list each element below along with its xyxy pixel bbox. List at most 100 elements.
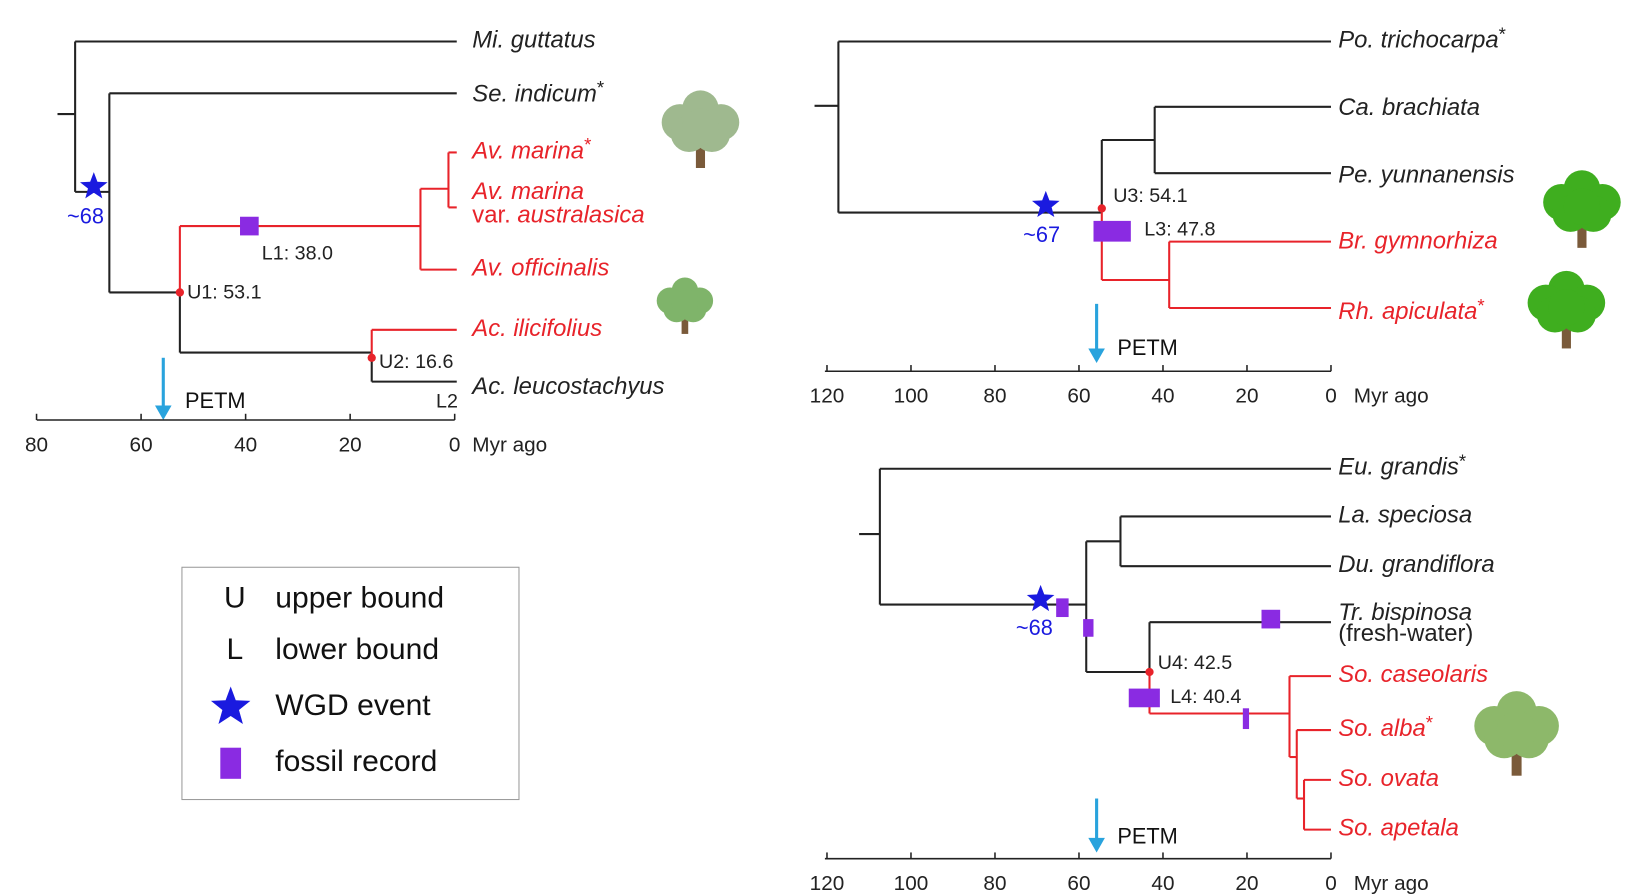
event-arrowhead <box>1088 348 1105 363</box>
taxon-name: La. speciosa <box>1338 502 1472 529</box>
tick-label: 60 <box>130 433 153 456</box>
tick-label: 100 <box>894 385 929 408</box>
taxon-mark: * <box>1477 295 1484 316</box>
taxon-mark: * <box>1499 23 1506 44</box>
legend-text: upper bound <box>275 581 444 614</box>
node-label: L1: 38.0 <box>262 242 333 264</box>
fossil-record <box>1056 598 1068 617</box>
fossil-record <box>1262 610 1281 629</box>
tick-label: 0 <box>449 433 461 456</box>
axis-unit: Myr ago <box>472 433 547 456</box>
taxon-variety: var. australasica <box>472 202 644 229</box>
fossil-record <box>1094 221 1131 242</box>
taxon-name: Av. marina <box>470 138 584 165</box>
figure: ~68U1: 53.1L1: 38.0U2: 16.6L2Mi. guttatu… <box>0 0 1627 896</box>
axis-unit: Myr ago <box>1354 385 1429 408</box>
legend-star <box>211 687 250 725</box>
taxon-name: Mi. guttatus <box>472 27 595 54</box>
fossil-record <box>240 217 259 236</box>
tree-crown <box>1497 711 1537 751</box>
event-label: PETM <box>1117 824 1177 849</box>
tree-crown <box>682 109 719 146</box>
taxon-name: Eu. grandis <box>1338 454 1459 481</box>
taxon-rank: var. <box>472 202 510 229</box>
taxon-label: So. ovata <box>1338 765 1439 792</box>
taxon-name: So. ovata <box>1338 765 1439 792</box>
taxon-name: Po. trichocarpa <box>1338 27 1498 54</box>
node-label: U1: 53.1 <box>187 282 261 304</box>
taxon-name: Av. officinalis <box>470 255 609 282</box>
tree-icon <box>1543 170 1621 248</box>
taxon-label: Rh. apiculata* <box>1338 295 1484 326</box>
taxon-label: Se. indicum* <box>472 77 604 108</box>
tick-label: 20 <box>1235 385 1258 408</box>
taxon-label: Du. grandiflora <box>1338 552 1494 579</box>
node-label: L3: 47.8 <box>1144 218 1215 240</box>
node-label: U2: 16.6 <box>379 351 453 373</box>
tick-label: 20 <box>339 433 362 456</box>
tick-label: 0 <box>1325 872 1337 895</box>
taxon-mark: * <box>584 134 591 155</box>
node-label: U4: 42.5 <box>1158 652 1232 674</box>
taxon-label: So. caseolaris <box>1338 661 1488 688</box>
tick-label: 80 <box>25 433 48 456</box>
tick-label: 40 <box>1151 385 1174 408</box>
taxon-label: Pe. yunnanensis <box>1338 162 1514 189</box>
event-label: PETM <box>1117 335 1177 360</box>
wgd-age: ~68 <box>67 204 104 229</box>
taxon-label: So. alba* <box>1338 712 1433 743</box>
tree-icon <box>1474 691 1559 776</box>
tree-icon <box>657 278 713 334</box>
event-arrowhead <box>1088 838 1105 853</box>
taxon-label: Eu. grandis* <box>1338 450 1466 481</box>
tick-label: 0 <box>1325 385 1337 408</box>
legend-symbol: L <box>226 633 243 666</box>
taxon-label: Av. marina* <box>470 134 591 165</box>
taxon-name: So. caseolaris <box>1338 661 1488 688</box>
fossil-record <box>1129 689 1160 708</box>
tick-label: 40 <box>1151 872 1174 895</box>
taxon-note: (fresh-water) <box>1338 620 1473 647</box>
node-dot <box>368 354 376 362</box>
taxon-epithet: australasica <box>517 202 644 229</box>
tree-icon <box>1528 271 1606 349</box>
tick-label: 60 <box>1067 385 1090 408</box>
taxon-label: Ac. ilicifolius <box>470 315 602 342</box>
taxon-label: Mi. guttatus <box>472 27 595 54</box>
taxon-label: La. speciosa <box>1338 502 1472 529</box>
tick-label: 80 <box>983 872 1006 895</box>
tick-label: 40 <box>234 433 257 456</box>
tick-label: 20 <box>1235 872 1258 895</box>
wgd-star <box>1027 585 1055 611</box>
taxon-name: Ca. brachiata <box>1338 94 1480 121</box>
wgd-age: ~68 <box>1016 615 1053 640</box>
wgd-age: ~67 <box>1023 222 1060 247</box>
legend-fossil <box>220 748 241 779</box>
taxon-mark: * <box>597 77 604 98</box>
tree-crown <box>672 291 699 318</box>
legend-text: fossil record <box>275 745 437 778</box>
taxon-name: Ac. ilicifolius <box>470 315 602 342</box>
tick-label: 120 <box>810 872 845 895</box>
node-dot <box>1145 668 1153 676</box>
taxon-label: So. apetala <box>1338 815 1459 842</box>
taxon-name: Ac. leucostachyus <box>470 373 664 400</box>
fossil-record <box>1243 708 1249 729</box>
node-dot <box>176 288 184 296</box>
taxon-label: Ac. leucostachyus <box>470 373 664 400</box>
tick-label: 60 <box>1067 872 1090 895</box>
taxon-name: So. alba <box>1338 715 1426 742</box>
tick-label: 100 <box>894 872 929 895</box>
legend-text: lower bound <box>275 633 439 666</box>
taxon-mark: * <box>1459 450 1466 471</box>
tree-icon <box>662 90 740 168</box>
taxon-name: Rh. apiculata <box>1338 298 1477 325</box>
tick-label: 80 <box>983 385 1006 408</box>
event-label: PETM <box>185 388 245 413</box>
taxon-label: Po. trichocarpa* <box>1338 23 1506 54</box>
taxon-label: Ca. brachiata <box>1338 94 1480 121</box>
legend-text: WGD event <box>275 689 431 722</box>
tree-crown <box>1548 289 1585 326</box>
wgd-star <box>80 172 108 198</box>
tree-crown <box>1564 189 1601 226</box>
